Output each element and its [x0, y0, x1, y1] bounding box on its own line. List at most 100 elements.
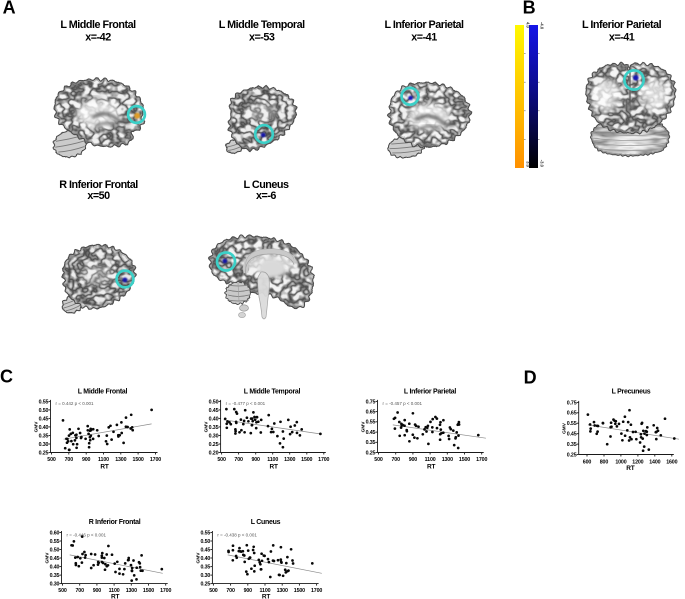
svg-text:L Middle Frontal: L Middle Frontal: [78, 389, 128, 396]
svg-text:0.55: 0.55: [366, 420, 376, 426]
svg-text:C: C: [0, 367, 13, 387]
svg-text:900: 900: [93, 588, 102, 594]
svg-text:0.40: 0.40: [39, 425, 49, 431]
svg-text:600: 600: [583, 460, 592, 466]
svg-text:0.35: 0.35: [209, 425, 219, 431]
svg-text:0.45: 0.45: [366, 430, 376, 436]
svg-text:500: 500: [58, 588, 67, 594]
svg-text:0.50: 0.50: [209, 399, 219, 405]
svg-text:L Middle Frontal: L Middle Frontal: [60, 19, 136, 31]
svg-text:0.55: 0.55: [50, 539, 60, 545]
svg-text:0.55: 0.55: [567, 421, 577, 427]
svg-text:0.20: 0.20: [209, 450, 219, 456]
svg-text:500: 500: [217, 457, 226, 463]
svg-text:RT: RT: [626, 465, 634, 472]
svg-text:0.35: 0.35: [50, 573, 60, 579]
svg-text:500: 500: [374, 457, 383, 463]
svg-text:0.65: 0.65: [366, 410, 376, 416]
svg-text:1500: 1500: [143, 588, 154, 594]
svg-text:-3.0: -3.0: [540, 160, 545, 168]
svg-text:0.35: 0.35: [200, 564, 210, 570]
svg-text:L Cuneus: L Cuneus: [251, 519, 281, 526]
svg-text:1100: 1100: [267, 457, 278, 463]
svg-text:1100: 1100: [425, 457, 436, 463]
svg-text:0.30: 0.30: [39, 442, 49, 448]
svg-text:R Inferior Frontal: R Inferior Frontal: [59, 179, 138, 191]
svg-text:B: B: [523, 0, 536, 18]
svg-text:L Inferior Parietal: L Inferior Parietal: [582, 19, 662, 31]
svg-text:700: 700: [226, 588, 235, 594]
svg-text:1300: 1300: [442, 457, 453, 463]
svg-text:0.45: 0.45: [50, 556, 60, 562]
svg-text:0.35: 0.35: [366, 440, 376, 446]
svg-text:0.30: 0.30: [209, 433, 219, 439]
svg-text:0.50: 0.50: [200, 539, 210, 545]
svg-text:700: 700: [234, 457, 243, 463]
svg-text:L Middle Temporal: L Middle Temporal: [244, 389, 301, 396]
svg-text:1700: 1700: [311, 588, 322, 594]
svg-text:800: 800: [600, 460, 609, 466]
svg-text:0.45: 0.45: [200, 547, 210, 553]
svg-text:1700: 1700: [160, 588, 171, 594]
svg-text:1700: 1700: [318, 457, 329, 463]
svg-text:3.0: 3.0: [526, 161, 531, 167]
svg-text:L Inferior Parietal: L Inferior Parietal: [384, 19, 464, 31]
svg-text:GMV: GMV: [45, 552, 51, 564]
svg-text:r = 0.442 p < 0.001: r = 0.442 p < 0.001: [56, 401, 95, 406]
svg-text:0.75: 0.75: [366, 399, 376, 405]
svg-text:0.25: 0.25: [567, 452, 577, 458]
svg-text:1500: 1500: [301, 457, 312, 463]
svg-text:500: 500: [47, 457, 56, 463]
svg-text:0.25: 0.25: [200, 582, 210, 588]
svg-text:L Middle Temporal: L Middle Temporal: [219, 19, 305, 31]
svg-text:1500: 1500: [133, 457, 144, 463]
svg-text:0.45: 0.45: [567, 432, 577, 438]
svg-text:RT: RT: [270, 464, 278, 471]
svg-text:L Cuneus: L Cuneus: [244, 179, 289, 191]
svg-text:0.30: 0.30: [200, 573, 210, 579]
svg-text:4.0: 4.0: [526, 22, 531, 28]
svg-text:r = -0.457 p < 0.001: r = -0.457 p < 0.001: [383, 401, 423, 406]
svg-text:x=-53: x=-53: [249, 31, 275, 43]
svg-text:1000: 1000: [615, 460, 626, 466]
svg-text:0.35: 0.35: [567, 442, 577, 448]
svg-text:1300: 1300: [115, 457, 126, 463]
svg-text:900: 900: [409, 457, 418, 463]
svg-text:D: D: [524, 367, 537, 387]
svg-text:0.55: 0.55: [39, 399, 49, 405]
svg-text:1200: 1200: [632, 460, 643, 466]
svg-text:0.45: 0.45: [39, 416, 49, 422]
svg-text:GMV: GMV: [562, 422, 568, 434]
svg-text:0.50: 0.50: [50, 547, 60, 553]
svg-text:x=-41: x=-41: [411, 31, 437, 43]
svg-text:-4.0: -4.0: [540, 22, 545, 30]
svg-text:1300: 1300: [126, 588, 137, 594]
svg-text:0.45: 0.45: [209, 408, 219, 414]
svg-text:1500: 1500: [294, 588, 305, 594]
svg-text:L Precuneus: L Precuneus: [612, 389, 651, 396]
svg-text:0.25: 0.25: [39, 450, 49, 456]
svg-text:R Inferior Frontal: R Inferior Frontal: [89, 519, 141, 526]
svg-text:700: 700: [76, 588, 85, 594]
svg-text:1300: 1300: [284, 457, 295, 463]
svg-text:A: A: [3, 0, 16, 18]
svg-text:1400: 1400: [649, 460, 660, 466]
svg-text:0.55: 0.55: [200, 530, 210, 536]
svg-text:1500: 1500: [459, 457, 470, 463]
svg-text:r = -0.446 p < 0.001: r = -0.446 p < 0.001: [67, 532, 107, 537]
svg-text:0.40: 0.40: [50, 564, 60, 570]
svg-text:r = -0.438 p < 0.001: r = -0.438 p < 0.001: [217, 532, 257, 537]
svg-text:1700: 1700: [150, 457, 161, 463]
svg-text:1100: 1100: [98, 457, 109, 463]
svg-text:700: 700: [392, 457, 401, 463]
svg-text:1600: 1600: [666, 460, 677, 466]
svg-text:900: 900: [251, 457, 260, 463]
svg-text:900: 900: [244, 588, 253, 594]
svg-text:RT: RT: [111, 594, 119, 599]
svg-text:0.25: 0.25: [209, 442, 219, 448]
svg-text:L Inferior Parietal: L Inferior Parietal: [404, 389, 456, 396]
svg-text:RT: RT: [262, 594, 270, 599]
svg-text:x=-6: x=-6: [256, 190, 276, 202]
svg-text:0.75: 0.75: [567, 400, 577, 406]
svg-text:0.40: 0.40: [200, 556, 210, 562]
